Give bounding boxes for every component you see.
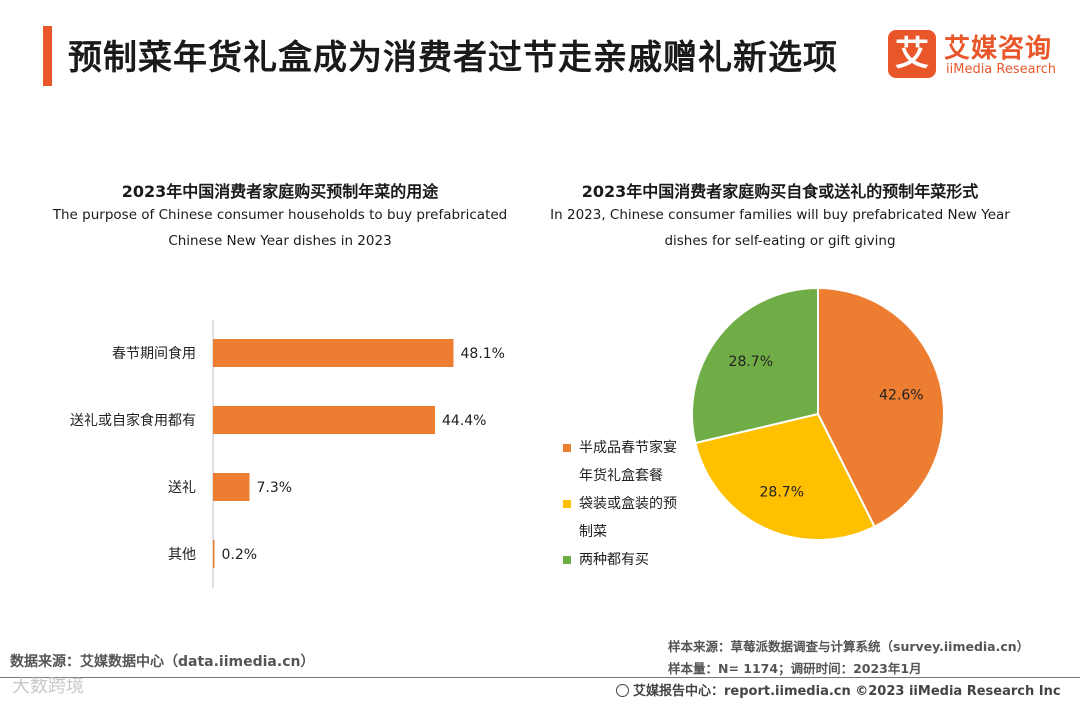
legend-swatch [563, 500, 571, 508]
legend-label: 半成品春节家宴 [579, 440, 677, 456]
page-title: 预制菜年货礼盒成为消费者过节走亲戚赠礼新选项 [68, 38, 838, 78]
legend-item: 半成品春节家宴 [563, 434, 723, 462]
bar-chart-subtitle-line: Chinese New Year dishes in 2023 [168, 233, 392, 249]
pie-chart: 42.6% 28.7% 28.7% [691, 286, 945, 541]
pie-slice-label: 28.7% [760, 485, 804, 501]
legend-item: 两种都有买 [563, 546, 723, 574]
legend-item: 制菜 [563, 518, 723, 546]
bar-3 [213, 540, 215, 568]
iimedia-logo: 艾 艾媒咨询 iiMedia Research [888, 30, 1068, 82]
bar-value-label: 48.1% [461, 346, 505, 362]
bar-category-label: 送礼或自家食用都有 [70, 412, 196, 429]
title-accent-bar [43, 26, 52, 86]
sample-size: 样本量：N= 1174；调研时间：2023年1月 [668, 661, 922, 676]
legend-item: 年货礼盒套餐 [563, 462, 723, 490]
pie-chart-subtitle: In 2023, Chinese consumer families will … [540, 202, 1020, 254]
logo-mark: 艾 [888, 30, 936, 78]
logo-cn-text: 艾媒咨询 [944, 34, 1053, 64]
pie-slice-1 [694, 412, 876, 541]
globe-icon [616, 684, 629, 697]
bar-chart-title: 2023年中国消费者家庭购买预制年菜的用途 [121, 182, 439, 201]
legend-swatch [563, 444, 571, 452]
watermark: 大数跨境 [12, 676, 84, 697]
bar-value-label: 7.3% [257, 480, 293, 496]
footer-copyright: 艾媒报告中心：report.iimedia.cn ©2023 iiMedia R… [616, 680, 1061, 699]
bar-chart-subtitle-line: The purpose of Chinese consumer househol… [52, 207, 508, 223]
bar-chart-subtitle: The purpose of Chinese consumer househol… [40, 202, 520, 254]
bar-1 [213, 406, 435, 434]
legend-label: 年货礼盒套餐 [579, 468, 663, 484]
sample-source: 样本来源：草莓派数据调查与计算系统（survey.iimedia.cn） [668, 639, 1030, 654]
bar-category-label: 春节期间食用 [112, 345, 196, 362]
bar-chart: 春节期间食用 48.1% 送礼或自家食用都有 44.4% 送礼 7.3% 其他 0.2% [70, 320, 505, 588]
bar-value-label: 0.2% [222, 547, 258, 563]
pie-chart-subtitle-line: In 2023, Chinese consumer families will … [550, 207, 1010, 223]
pie-legend: 半成品春节家宴 年货礼盒套餐 袋装或盒装的预 制菜两种都有买 [563, 434, 723, 574]
bar-category-label: 送礼 [168, 480, 196, 496]
legend-item: 袋装或盒装的预 [563, 490, 723, 518]
legend-label: 制菜 [579, 524, 607, 540]
pie-slice-label: 28.7% [729, 354, 773, 370]
legend-label: 袋装或盒装的预 [579, 496, 677, 512]
copyright-text: 艾媒报告中心：report.iimedia.cn ©2023 iiMedia R… [633, 684, 1061, 699]
legend-label: 两种都有买 [579, 552, 649, 568]
pie-chart-title: 2023年中国消费者家庭购买自食或送礼的预制年菜形式 [581, 182, 979, 201]
bar-0 [213, 339, 454, 367]
pie-slice-2 [691, 286, 819, 445]
logo-en-text: iiMedia Research [946, 62, 1057, 77]
data-source: 数据来源：艾媒数据中心（data.iimedia.cn） [10, 654, 315, 670]
bar-category-label: 其他 [168, 547, 196, 563]
pie-slice-0 [817, 286, 945, 528]
bar-2 [213, 473, 250, 501]
bar-value-label: 44.4% [442, 413, 486, 429]
footer-divider [0, 677, 1080, 678]
legend-swatch [563, 556, 571, 564]
pie-chart-subtitle-line: dishes for self-eating or gift giving [664, 233, 896, 249]
pie-slice-label: 42.6% [879, 387, 923, 403]
